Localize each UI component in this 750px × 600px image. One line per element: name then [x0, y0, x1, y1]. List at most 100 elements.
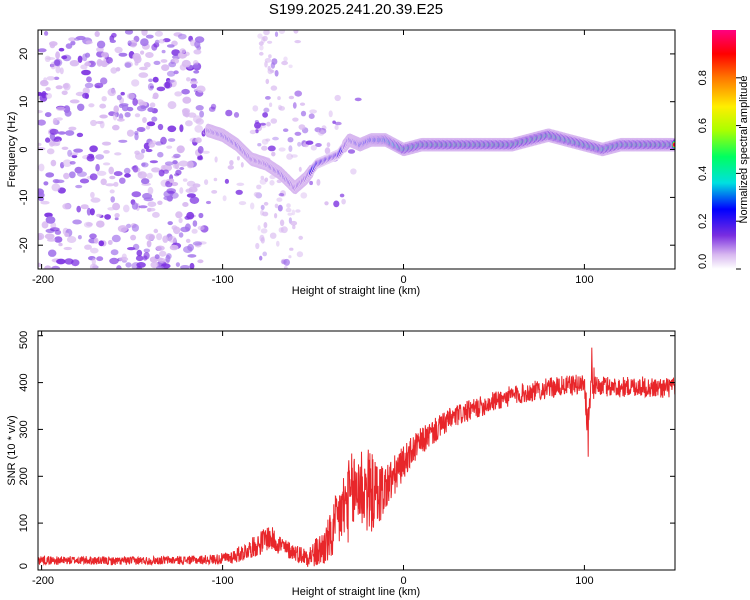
noise-blob — [146, 207, 152, 212]
noise-blob — [259, 122, 266, 126]
noise-blob — [86, 207, 91, 216]
snr-y-axis-label: SNR (10 * v/v) — [6, 415, 18, 485]
noise-blob — [109, 257, 119, 265]
noise-blob — [291, 154, 298, 158]
noise-blob — [257, 225, 261, 231]
noise-blob — [187, 112, 197, 118]
noise-blob — [185, 238, 191, 243]
noise-blob — [160, 136, 167, 145]
noise-blob — [114, 213, 120, 218]
noise-blob — [350, 168, 357, 175]
spectrogram-noise-blobs — [38, 30, 362, 269]
colorbar-tick: 0.2 — [697, 214, 741, 229]
noise-blob — [124, 112, 131, 118]
noise-blob — [158, 169, 165, 177]
noise-blob — [75, 184, 83, 189]
noise-blob — [81, 69, 91, 76]
noise-blob — [73, 148, 83, 153]
noise-blob — [261, 138, 269, 145]
noise-blob — [186, 193, 196, 198]
noise-blob — [268, 54, 272, 59]
noise-blob — [142, 117, 147, 123]
noise-blob — [82, 53, 88, 62]
noise-blob — [294, 40, 302, 44]
noise-blob — [263, 222, 268, 229]
noise-blob — [96, 213, 102, 218]
noise-blob — [154, 39, 160, 45]
noise-blob — [165, 254, 171, 263]
spectrogram-x-tick-label: 100 — [575, 274, 593, 286]
noise-blob — [46, 76, 56, 81]
noise-blob — [286, 153, 293, 160]
noise-blob — [90, 197, 101, 203]
noise-blob — [95, 154, 105, 160]
noise-blob — [179, 124, 184, 133]
noise-blob — [102, 162, 111, 166]
noise-blob — [174, 91, 183, 97]
noise-blob — [118, 139, 128, 143]
noise-blob — [61, 55, 68, 60]
noise-blob — [233, 112, 240, 118]
noise-blob — [181, 88, 190, 95]
noise-blob — [68, 126, 77, 131]
noise-blob — [260, 175, 265, 180]
noise-blob — [55, 85, 63, 90]
spectrogram-y-tick-label: 20 — [18, 48, 30, 60]
noise-blob — [46, 57, 56, 60]
spectrogram-x-axis-label: Height of straight line (km) — [292, 285, 420, 297]
spectrogram-y-tick: 20 — [18, 48, 675, 60]
noise-blob — [84, 62, 92, 67]
noise-blob — [90, 119, 97, 127]
noise-blob — [51, 183, 61, 192]
noise-blob — [197, 156, 204, 161]
noise-blob — [261, 145, 268, 151]
noise-blob — [177, 33, 187, 40]
noise-blob — [283, 266, 288, 269]
noise-blob — [38, 91, 43, 97]
noise-blob — [283, 128, 289, 132]
noise-blob — [109, 189, 115, 194]
noise-blob — [194, 40, 201, 49]
noise-blob — [54, 236, 63, 243]
noise-blob — [47, 238, 56, 242]
noise-blob — [116, 265, 122, 269]
noise-blob — [64, 232, 70, 237]
noise-blob — [103, 150, 110, 154]
noise-blob — [72, 219, 82, 225]
noise-blob — [89, 208, 95, 216]
noise-blob — [140, 38, 149, 47]
noise-blob — [137, 171, 143, 176]
noise-blob — [64, 110, 72, 117]
noise-blob — [114, 46, 123, 54]
snr-x-tick-label: 100 — [575, 575, 593, 587]
noise-blob — [138, 72, 149, 78]
snr-y-tick: 100 — [18, 514, 675, 532]
noise-blob — [227, 165, 234, 170]
noise-blob — [278, 106, 285, 111]
noise-blob — [100, 60, 108, 68]
noise-blob — [295, 209, 301, 213]
noise-blob — [195, 105, 204, 111]
noise-blob — [99, 103, 107, 109]
noise-blob — [213, 177, 218, 182]
noise-blob — [258, 41, 264, 46]
noise-blob — [110, 196, 115, 203]
noise-blob — [149, 102, 156, 108]
noise-blob — [185, 188, 193, 193]
noise-blob — [179, 167, 185, 170]
snr-y-tick-label: 500 — [18, 331, 30, 349]
noise-blob — [169, 178, 175, 183]
noise-blob — [147, 201, 157, 207]
spectrogram-x-tick: 0 — [400, 30, 407, 286]
noise-blob — [334, 94, 341, 102]
noise-blob — [267, 65, 271, 71]
noise-blob — [64, 258, 74, 265]
noise-blob — [172, 160, 178, 165]
noise-blob — [70, 40, 76, 46]
noise-blob — [259, 178, 267, 185]
noise-blob — [168, 61, 177, 68]
noise-blob — [235, 189, 243, 195]
colorbar-tick: 0.8 — [697, 70, 741, 85]
noise-blob — [255, 242, 260, 250]
noise-blob — [267, 145, 276, 152]
